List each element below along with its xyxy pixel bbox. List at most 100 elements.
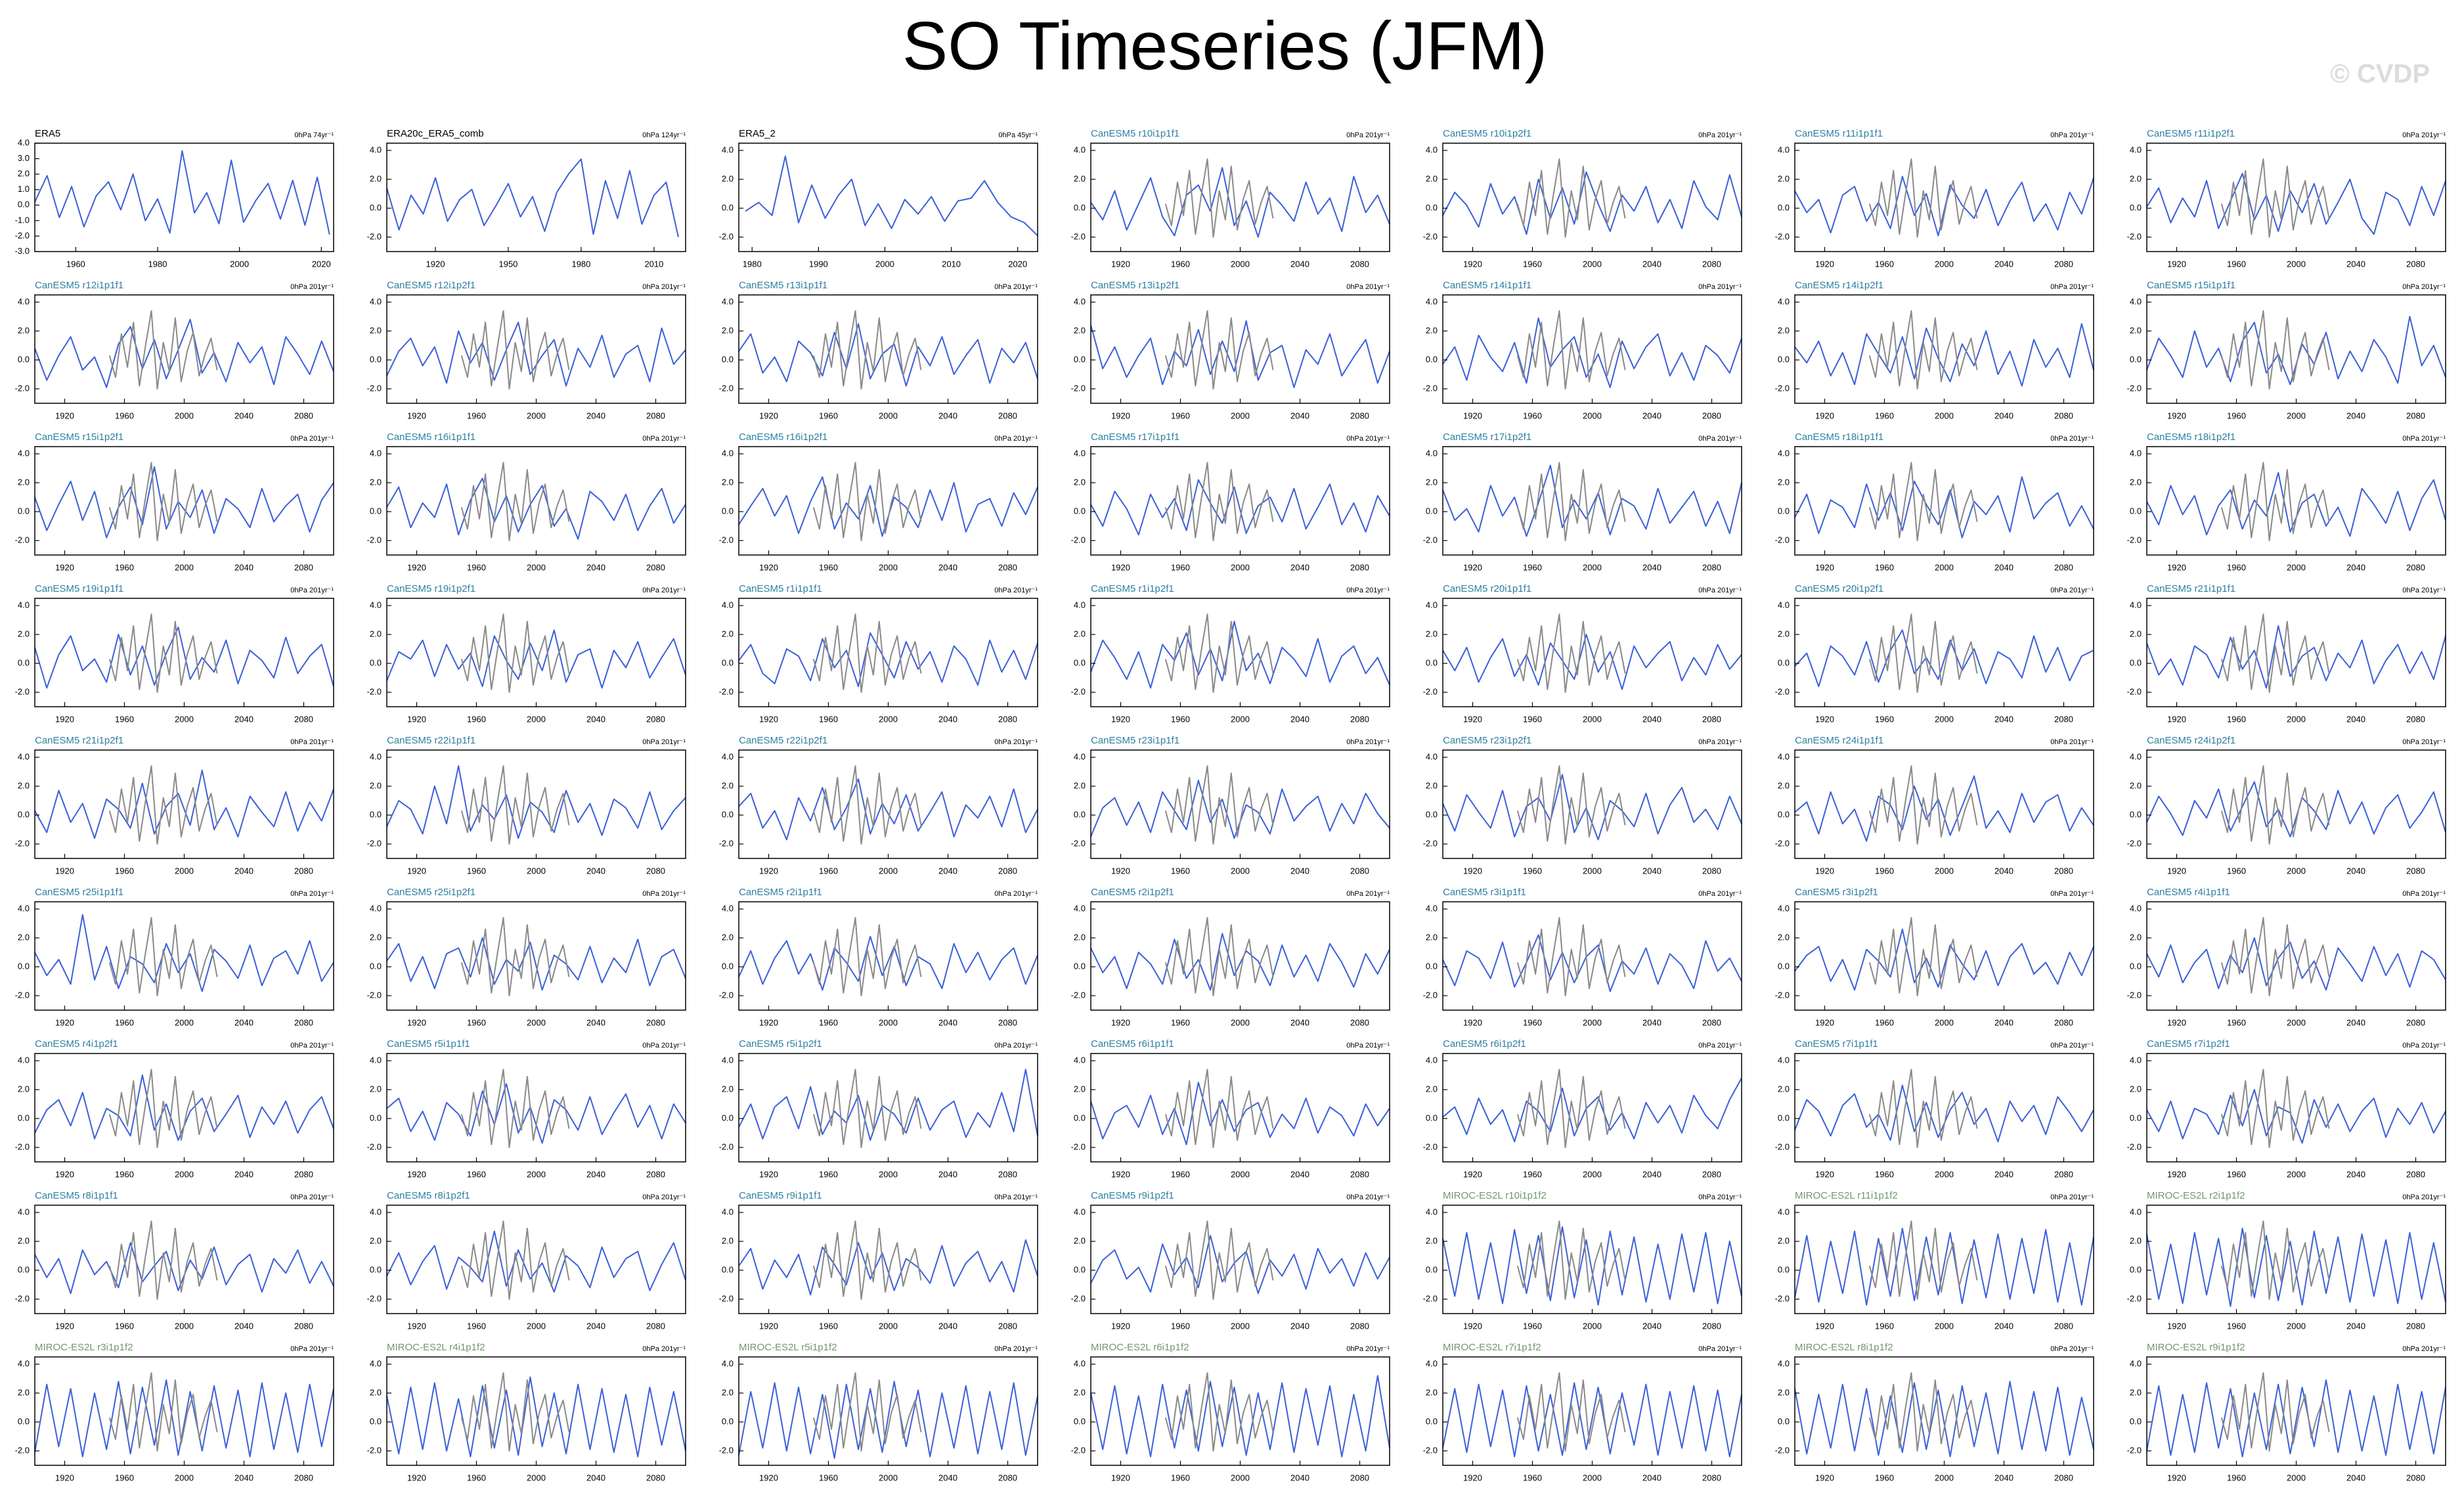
reference-line: [1868, 613, 1978, 693]
panel-title: CanESM5 r18i1p2f1: [2147, 432, 2235, 443]
panel-title: CanESM5 r13i1p1f1: [739, 280, 827, 291]
y-tick-label: 2.0: [370, 932, 382, 942]
reference-line: [108, 1069, 218, 1148]
reference-line: [1516, 462, 1626, 541]
panel-subtitle: 0hPa 201yr⁻¹: [2402, 587, 2446, 594]
reference-line: [2220, 917, 2330, 996]
y-tick-label: -2.0: [719, 1445, 734, 1455]
panel-title: CanESM5 r17i1p1f1: [1091, 432, 1179, 443]
panel-title: CanESM5 r2i1p1f1: [739, 887, 822, 898]
x-tick-label: 1960: [1171, 866, 1190, 876]
y-tick-label: 2.0: [1074, 932, 1086, 942]
x-tick-label: 2000: [2287, 1473, 2306, 1482]
y-tick-label: 4.0: [1074, 1207, 1086, 1216]
x-tick-label: 2080: [294, 1017, 313, 1027]
panel-subtitle: 0hPa 201yr⁻¹: [290, 890, 334, 898]
x-tick-label: 2080: [998, 1321, 1017, 1331]
y-tick-label: -2.0: [719, 838, 734, 848]
panel-title: CanESM5 r24i1p1f1: [1795, 735, 1883, 746]
plot-area: [739, 902, 1038, 1010]
series-line: [1794, 175, 2094, 236]
panel-title: CanESM5 r7i1p1f1: [1795, 1038, 1878, 1050]
y-tick-label: 2.0: [1426, 173, 1438, 183]
panel-title: CanESM5 r2i1p2f1: [1091, 887, 1174, 898]
x-tick-label: 1960: [1171, 1321, 1190, 1331]
reference-line: [460, 310, 570, 389]
plot-area: [1795, 295, 2094, 403]
reference-line: [2220, 613, 2330, 693]
x-tick-label: 1960: [2227, 410, 2246, 420]
panel-title: CanESM5 r25i1p1f1: [35, 887, 123, 898]
y-tick-label: 0.0: [1778, 657, 1790, 667]
x-tick-label: 1920: [1111, 1017, 1130, 1027]
y-tick-label: 2.0: [722, 173, 734, 183]
y-tick-label: -2.0: [15, 231, 30, 240]
panel-subtitle: 0hPa 201yr⁻¹: [642, 587, 686, 594]
x-tick-label: 2000: [527, 410, 546, 420]
plot-area: [1091, 902, 1390, 1010]
y-tick-label: -2.0: [719, 1293, 734, 1303]
y-tick-label: -2.0: [1071, 838, 1086, 848]
panel-subtitle: 0hPa 201yr⁻¹: [1698, 738, 1742, 746]
x-tick-label: 2040: [1290, 1473, 1309, 1482]
y-tick-label: 2.0: [1074, 780, 1086, 790]
reference-line: [1164, 310, 1274, 389]
x-tick-label: 2040: [1642, 410, 1661, 420]
series-line: [738, 323, 1038, 387]
panel-title: CanESM5 r20i1p2f1: [1795, 583, 1883, 594]
x-tick-label: 1960: [467, 1321, 486, 1331]
x-tick-label: 1920: [2167, 1169, 2186, 1179]
x-tick-label: 1960: [115, 1473, 134, 1482]
x-tick-label: 1920: [426, 259, 445, 269]
y-tick-label: 2.0: [1074, 1235, 1086, 1245]
panel-title: CanESM5 r3i1p2f1: [1795, 887, 1878, 898]
y-tick-label: 2.0: [1426, 1235, 1438, 1245]
y-tick-label: -2.0: [367, 231, 382, 241]
series-line: [1090, 933, 1390, 991]
y-tick-label: -2.0: [15, 686, 30, 696]
chart-title: SO Timeseries (JFM): [902, 8, 1547, 84]
y-tick-label: 4.0: [722, 903, 734, 913]
series-line: [2146, 937, 2446, 991]
x-tick-label: 2040: [234, 1321, 253, 1331]
x-tick-label: 2040: [2346, 1017, 2365, 1027]
y-tick-label: 4.0: [722, 1207, 734, 1216]
y-tick-label: -2.0: [367, 383, 382, 393]
plot-area: [387, 143, 686, 252]
y-tick-label: 2.0: [1778, 1084, 1790, 1094]
reference-line: [2220, 1372, 2330, 1452]
y-tick-label: 4.0: [2130, 1207, 2142, 1216]
x-tick-label: 2080: [998, 1473, 1017, 1482]
y-tick-label: 2.0: [1074, 325, 1086, 335]
y-tick-label: 4.0: [1074, 903, 1086, 913]
reference-line: [460, 1220, 570, 1300]
x-tick-label: 2040: [2346, 410, 2365, 420]
x-tick-label: 1960: [467, 1473, 486, 1482]
x-tick-label: 1980: [148, 259, 167, 269]
reference-line: [460, 917, 570, 996]
y-tick-label: 0.0: [1426, 506, 1438, 516]
series-line: [1090, 320, 1390, 388]
y-tick-label: -2.0: [1775, 1293, 1790, 1303]
panel-subtitle: 0hPa 201yr⁻¹: [994, 587, 1038, 594]
x-tick-label: 2040: [1994, 410, 2013, 420]
y-tick-label: -2.0: [719, 686, 734, 696]
y-tick-label: 4.0: [370, 600, 382, 610]
y-tick-label: -2.0: [1423, 990, 1438, 1000]
y-tick-label: 2.0: [370, 1387, 382, 1397]
x-tick-label: 1960: [1523, 1169, 1542, 1179]
x-tick-label: 1960: [1875, 866, 1894, 876]
x-tick-label: 2040: [2346, 714, 2365, 724]
y-tick-label: 2.0: [722, 325, 734, 335]
x-tick-label: 1960: [1523, 1473, 1542, 1482]
y-tick-label: 4.0: [370, 903, 382, 913]
panel-subtitle: 0hPa 201yr⁻¹: [2050, 890, 2094, 898]
series-line: [738, 778, 1038, 841]
x-tick-label: 2040: [1994, 1017, 2013, 1027]
x-tick-label: 2080: [2406, 1473, 2425, 1482]
panel-subtitle: 0hPa 201yr⁻¹: [642, 1345, 686, 1353]
x-tick-label: 2000: [527, 1321, 546, 1331]
y-tick-label: 4.0: [1426, 1055, 1438, 1065]
x-tick-label: 1920: [1463, 1321, 1482, 1331]
y-tick-label: 0.0: [1074, 1113, 1086, 1122]
